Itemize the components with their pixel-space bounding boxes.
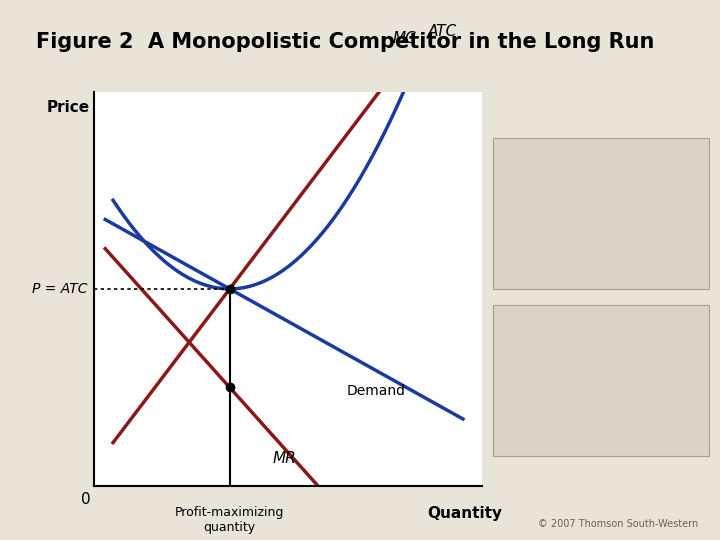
Text: © 2007 Thomson South-Western: © 2007 Thomson South-Western bbox=[538, 519, 698, 529]
Text: Price: Price bbox=[47, 100, 90, 114]
Text: Quantity: Quantity bbox=[427, 505, 502, 521]
Text: Profit-maximizing
quantity: Profit-maximizing quantity bbox=[175, 505, 284, 534]
Text: MC: MC bbox=[393, 31, 417, 46]
Text: 0: 0 bbox=[81, 492, 91, 507]
Text: Figure 2  A Monopolistic Competitor in the Long Run: Figure 2 A Monopolistic Competitor in th… bbox=[36, 32, 654, 52]
Text: And this tangency lies
vertically above the
intersection of MR and
MC.: And this tangency lies vertically above … bbox=[508, 316, 678, 374]
Text: Demand: Demand bbox=[346, 384, 405, 398]
Text: P = ATC: P = ATC bbox=[32, 282, 88, 296]
Text: ATC: ATC bbox=[428, 24, 457, 38]
Text: MR: MR bbox=[272, 450, 296, 465]
Text: When profit is earned,
firms will enter the
market until profit is
driven to zer: When profit is earned, firms will enter … bbox=[508, 148, 676, 206]
